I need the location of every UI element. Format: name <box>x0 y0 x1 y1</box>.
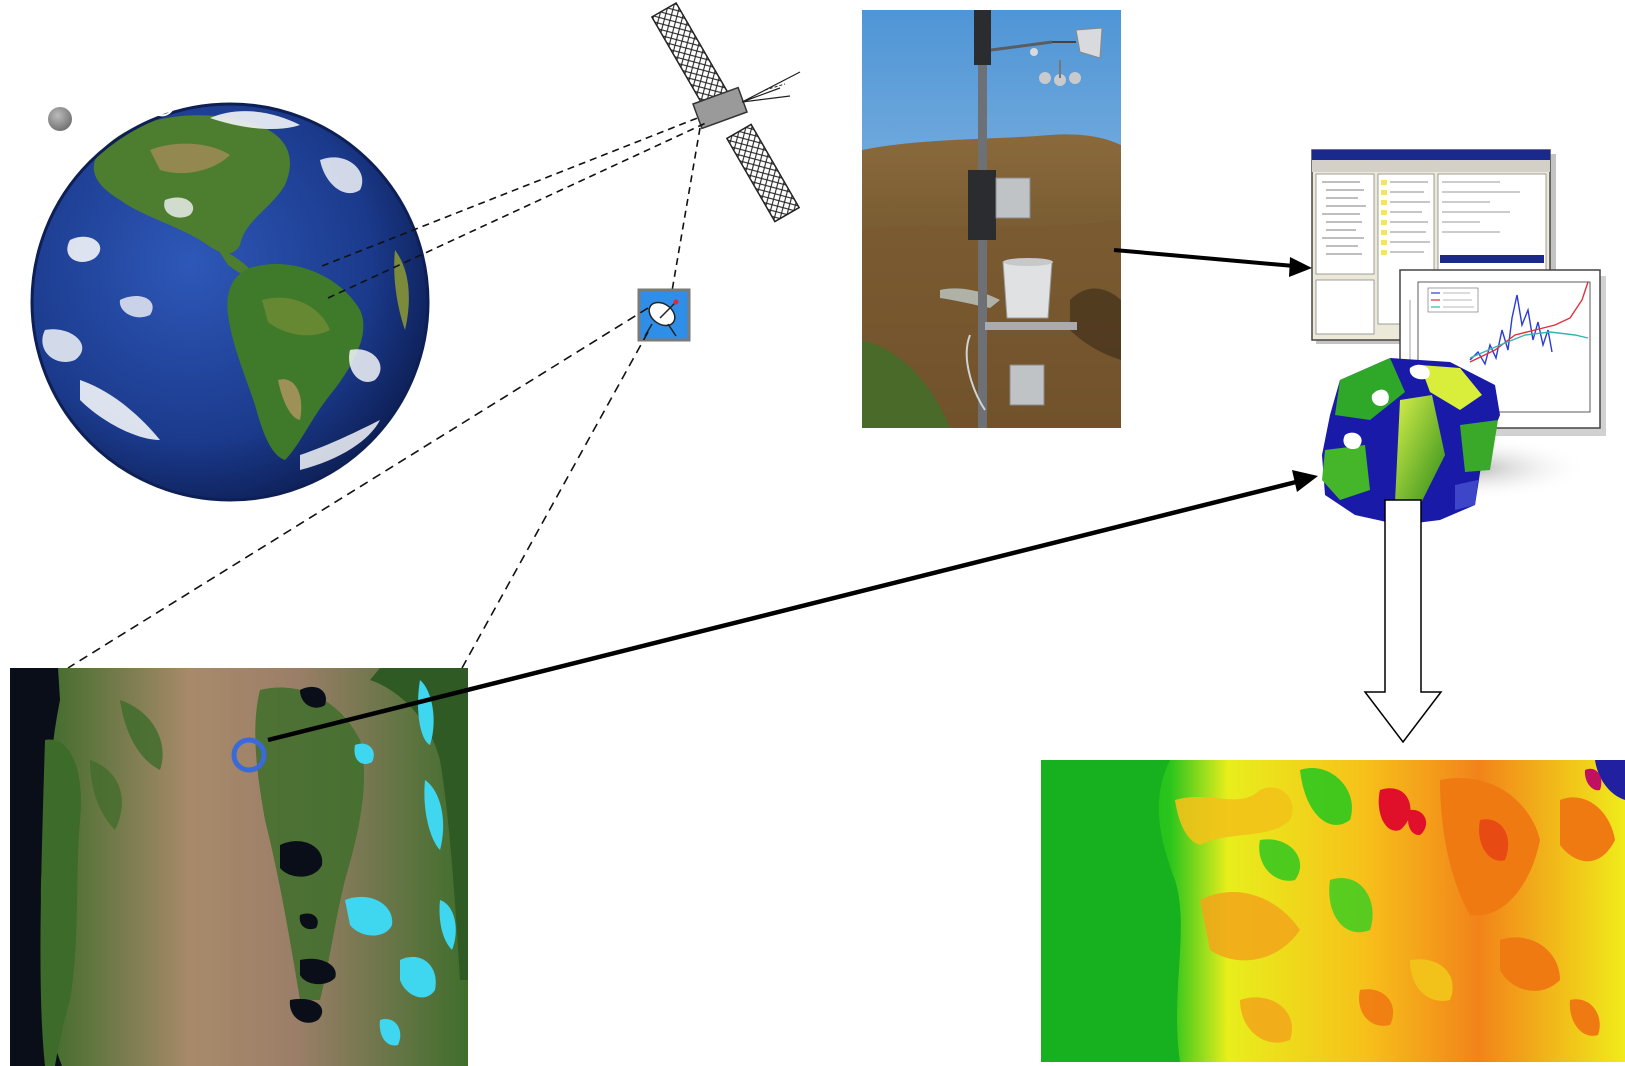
dashed-link-satellite-ground <box>671 127 701 292</box>
block-arrow-down <box>1363 499 1443 744</box>
weather-station-photo <box>862 10 1121 429</box>
satellite-icon <box>650 1 801 223</box>
satellite-dish-icon <box>637 288 691 342</box>
arrow-weather-to-software <box>1113 248 1312 277</box>
small-arc-icon <box>148 102 173 117</box>
earth-globe-icon <box>30 102 430 502</box>
landsat-image <box>10 668 468 1066</box>
study-site-marker <box>231 737 267 773</box>
arrow-image-to-model <box>267 470 1318 743</box>
moon-icon <box>48 107 72 131</box>
3d-model-icon <box>1322 358 1590 525</box>
dashed-link-earth-satellite <box>321 116 709 299</box>
heat-map-image <box>1041 760 1625 1062</box>
dashed-link-ground-image <box>67 307 649 669</box>
